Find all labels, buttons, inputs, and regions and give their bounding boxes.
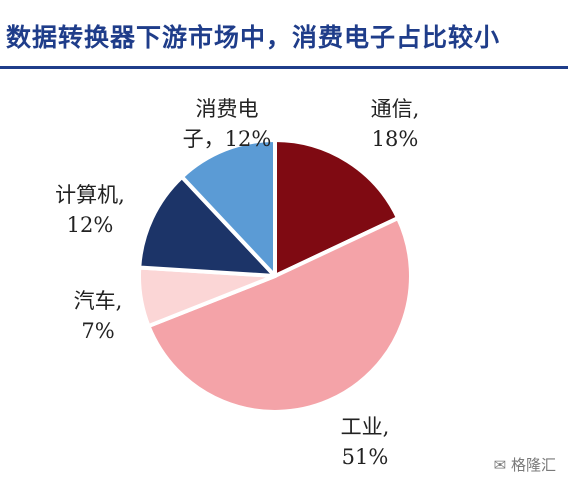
chart-title: 数据转换器下游市场中，消费电子占比较小 xyxy=(6,23,501,52)
pie-slice-1 xyxy=(146,216,413,414)
slice-label-2: 汽车, 7% xyxy=(58,286,138,346)
slice-label-1-value: 51% xyxy=(341,445,389,469)
slice-label-3: 计算机, 12% xyxy=(42,180,138,240)
slice-label-4-name: 消费电 xyxy=(195,97,259,121)
slice-label-0-name: 通信, xyxy=(370,97,420,121)
watermark-text: 格隆汇 xyxy=(510,456,556,474)
title-underline xyxy=(0,66,568,69)
pie-slice-0 xyxy=(273,138,401,278)
slice-label-2-name: 汽车, xyxy=(73,289,123,313)
slice-label-0: 通信, 18% xyxy=(350,94,440,154)
slice-label-1-name: 工业, xyxy=(340,415,390,439)
pie-slice-4 xyxy=(179,138,277,278)
wechat-icon: ✉ xyxy=(493,456,507,474)
slice-label-4-value: 子，12% xyxy=(182,127,272,151)
slice-label-3-value: 12% xyxy=(66,213,114,237)
watermark: ✉ 格隆汇 xyxy=(494,454,556,475)
slice-label-4: 消费电 子，12% xyxy=(172,94,282,154)
slice-label-1: 工业, 51% xyxy=(320,412,410,472)
slice-label-3-name: 计算机, xyxy=(55,183,125,207)
slice-label-2-value: 7% xyxy=(81,319,115,343)
slice-label-0-value: 18% xyxy=(371,127,419,151)
pie-slice-3 xyxy=(137,174,277,278)
